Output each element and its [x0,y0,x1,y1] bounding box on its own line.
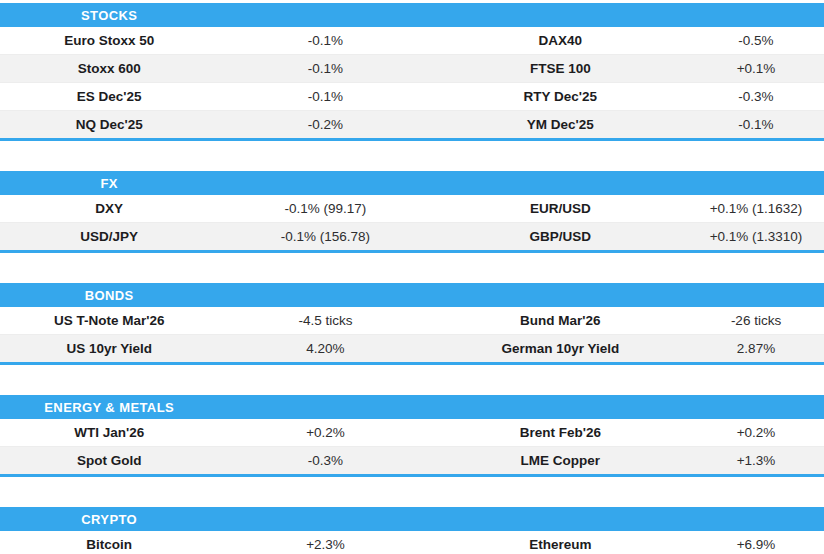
section-title: STOCKS [0,8,218,23]
instrument-name: USD/JPY [0,229,218,244]
instrument-change: 4.20% [218,341,432,356]
instrument-change: -0.1% (99.17) [218,201,432,216]
instrument-name: FTSE 100 [433,61,688,76]
instrument-name: Stoxx 600 [0,61,218,76]
instrument-change: +0.2% [688,425,824,440]
instrument-change: +0.1% [688,61,824,76]
instrument-name: WTI Jan'26 [0,425,218,440]
section-title: ENERGY & METALS [0,400,218,415]
instrument-name: DAX40 [433,33,688,48]
instrument-change: +0.1% (1.3310) [688,229,824,244]
instrument-change: -0.1% [218,33,432,48]
instrument-name: NQ Dec'25 [0,117,218,132]
section-header-energy-metals: ENERGY & METALS [0,395,824,419]
instrument-change: -0.1% [218,89,432,104]
instrument-name: Ethereum [433,537,688,552]
table-row: NQ Dec'25-0.2%YM Dec'25-0.1% [0,110,824,138]
instrument-name: LME Copper [433,453,688,468]
section-header-stocks: STOCKS [0,3,824,27]
instrument-name: GBP/USD [433,229,688,244]
instrument-name: German 10yr Yield [433,341,688,356]
instrument-change: +6.9% [688,537,824,552]
section-title: CRYPTO [0,512,218,527]
instrument-name: Brent Feb'26 [433,425,688,440]
market-summary-report: STOCKSEuro Stoxx 50-0.1%DAX40-0.5%Stoxx … [0,0,824,554]
table-row: US T-Note Mar'26-4.5 ticksBund Mar'26-26… [0,307,824,334]
section-stocks: STOCKSEuro Stoxx 50-0.1%DAX40-0.5%Stoxx … [0,3,824,141]
instrument-name: US T-Note Mar'26 [0,313,218,328]
table-row: Bitcoin+2.3%Ethereum+6.9% [0,531,824,554]
instrument-change: -0.3% [688,89,824,104]
table-row: ES Dec'25-0.1%RTY Dec'25-0.3% [0,82,824,110]
instrument-change: -0.1% [688,117,824,132]
instrument-name: Bund Mar'26 [433,313,688,328]
instrument-change: -4.5 ticks [218,313,432,328]
table-row: WTI Jan'26+0.2%Brent Feb'26+0.2% [0,419,824,446]
instrument-change: +0.1% (1.1632) [688,201,824,216]
instrument-name: US 10yr Yield [0,341,218,356]
table-row: USD/JPY-0.1% (156.78)GBP/USD+0.1% (1.331… [0,222,824,250]
table-row: Euro Stoxx 50-0.1%DAX40-0.5% [0,27,824,54]
instrument-name: YM Dec'25 [433,117,688,132]
section-title: FX [0,176,218,191]
section-header-bonds: BONDS [0,283,824,307]
instrument-change: +2.3% [218,537,432,552]
instrument-change: -0.3% [218,453,432,468]
instrument-change: +0.2% [218,425,432,440]
instrument-change: -0.1% [218,61,432,76]
instrument-name: Spot Gold [0,453,218,468]
section-header-fx: FX [0,171,824,195]
section-bonds: BONDS US T-Note Mar'26-4.5 ticksBund Mar'… [0,283,824,365]
section-fx: FXDXY-0.1% (99.17)EUR/USD+0.1% (1.1632)U… [0,171,824,253]
section-header-crypto: CRYPTO [0,507,824,531]
instrument-change: -0.1% (156.78) [218,229,432,244]
instrument-name: Euro Stoxx 50 [0,33,218,48]
table-row: DXY-0.1% (99.17)EUR/USD+0.1% (1.1632) [0,195,824,222]
instrument-change: -26 ticks [688,313,824,328]
instrument-change: 2.87% [688,341,824,356]
table-row: Stoxx 600-0.1%FTSE 100+0.1% [0,54,824,82]
instrument-change: -0.5% [688,33,824,48]
instrument-change: +1.3% [688,453,824,468]
table-row: Spot Gold-0.3%LME Copper+1.3% [0,446,824,474]
section-title: BONDS [0,288,218,303]
instrument-change: -0.2% [218,117,432,132]
instrument-name: ES Dec'25 [0,89,218,104]
table-row: US 10yr Yield4.20%German 10yr Yield2.87% [0,334,824,362]
section-crypto: CRYPTO Bitcoin+2.3%Ethereum+6.9% [0,507,824,554]
instrument-name: Bitcoin [0,537,218,552]
instrument-name: EUR/USD [433,201,688,216]
section-energy-metals: ENERGY & METALSWTI Jan'26+0.2%Brent Feb'… [0,395,824,477]
instrument-name: DXY [0,201,218,216]
instrument-name: RTY Dec'25 [433,89,688,104]
